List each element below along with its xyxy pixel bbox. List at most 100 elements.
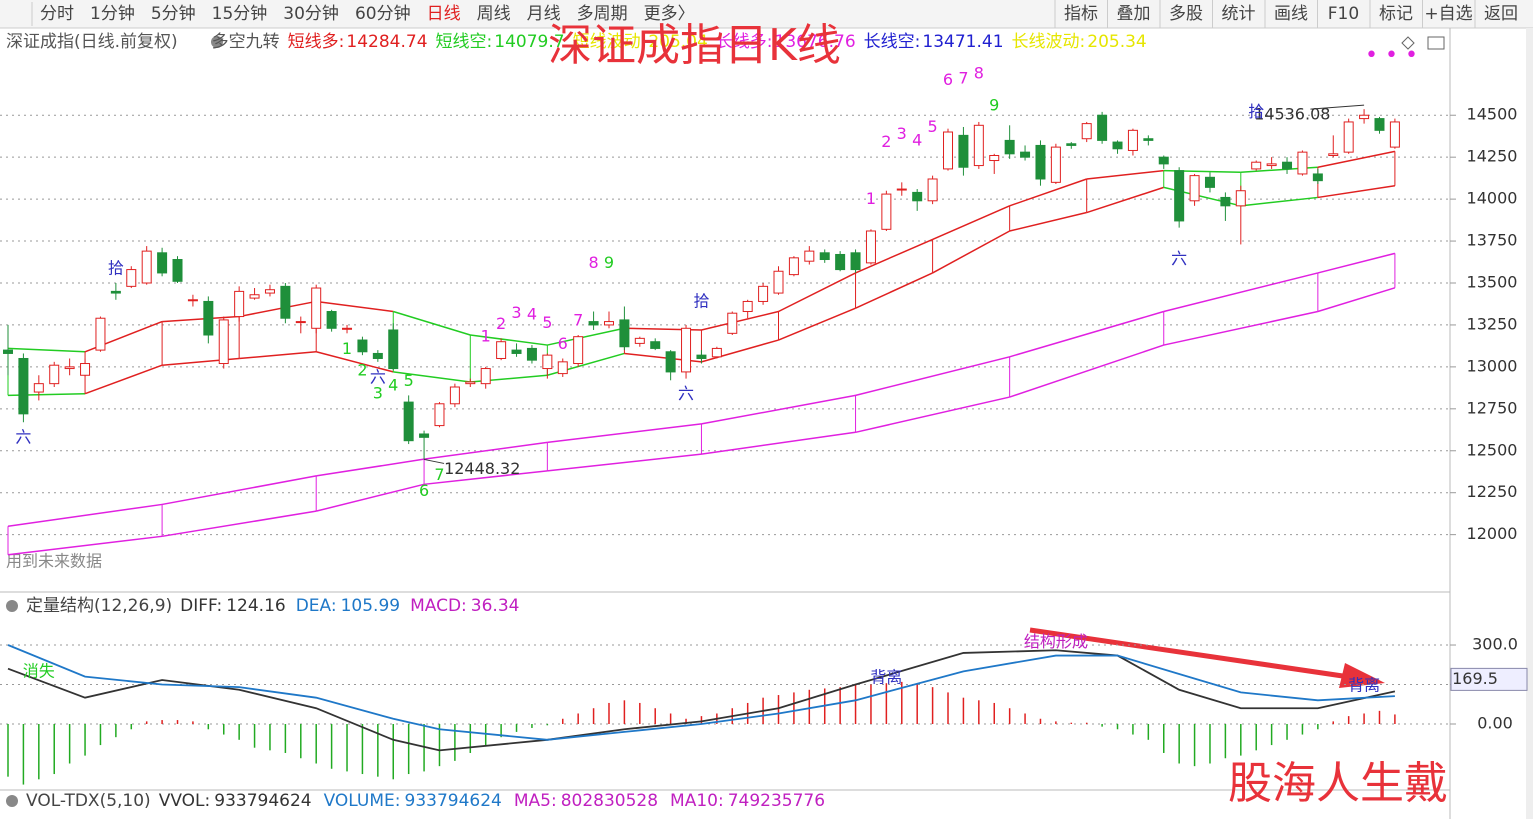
overlay-title: 深证成指日K线 <box>548 20 841 71</box>
sequence-signal: 拾 <box>693 292 709 311</box>
legend-label: MA5: <box>514 791 557 811</box>
toolbar-item[interactable]: 多周期 <box>577 4 628 24</box>
short-band-edge <box>239 300 317 318</box>
sequence-signal: 六 <box>1171 249 1187 268</box>
toolbar-item[interactable]: 分时 <box>40 4 74 24</box>
sequence-signal: 4 <box>527 305 537 324</box>
toolbar-item[interactable]: 15分钟 <box>212 4 268 24</box>
candle-body <box>1035 144 1046 180</box>
legend-value: 13471.41 <box>922 32 1003 52</box>
toolbar-button[interactable]: 多股 <box>1169 4 1203 24</box>
indicator-icon[interactable] <box>211 36 223 48</box>
macd-title: 定量结构(12,26,9) <box>26 596 172 616</box>
candle-body <box>419 433 430 438</box>
candle-body <box>1097 114 1108 141</box>
candle-body <box>403 401 414 442</box>
toolbar-button[interactable]: F10 <box>1328 4 1359 24</box>
candle-body <box>449 386 460 405</box>
candle-body <box>881 193 892 230</box>
sequence-signal: 拾 <box>108 258 124 277</box>
sequence-signal: 7 <box>958 68 968 87</box>
arrow-head <box>1339 663 1385 688</box>
toolbar-item[interactable]: 周线 <box>477 4 511 24</box>
y-tick-label: 13750 <box>1467 231 1518 250</box>
collapse-icon[interactable] <box>6 795 18 807</box>
candle-body <box>603 321 614 326</box>
toolbar-item[interactable]: 30分钟 <box>283 4 339 24</box>
candle-body <box>49 364 60 385</box>
candle-body <box>388 329 399 370</box>
macd-annotation: 背离 <box>1348 675 1380 694</box>
toolbar-bg <box>0 0 1533 28</box>
legend-label: VVOL: <box>159 791 211 811</box>
sequence-signal: 7 <box>573 311 583 330</box>
y-tick-label: 13000 <box>1467 356 1518 375</box>
candle-body <box>1158 156 1169 165</box>
toolbar-button[interactable]: 指标 <box>1064 4 1098 24</box>
candle-body <box>1374 118 1385 131</box>
candle-body <box>480 368 491 385</box>
candle-body <box>64 366 75 370</box>
toolbar-button[interactable]: 标记 <box>1379 4 1413 24</box>
y-tick-label: 12500 <box>1467 440 1518 459</box>
legend-value: 933794624 <box>214 791 311 811</box>
candle-body <box>1020 151 1031 158</box>
sequence-signal: 5 <box>928 117 938 136</box>
candle-body <box>1389 121 1400 148</box>
candle-body <box>1204 176 1215 188</box>
candle-body <box>326 311 337 329</box>
diamond-icon[interactable] <box>1401 36 1415 50</box>
legend-label: MA10: <box>670 791 724 811</box>
long-band-edge <box>701 431 856 455</box>
toolbar-button[interactable]: 叠加 <box>1117 4 1151 24</box>
scrollbar[interactable] <box>1526 28 1533 819</box>
y-tick-label: 14250 <box>1467 147 1518 166</box>
short-band-edge <box>855 272 933 309</box>
toolbar-item[interactable]: 60分钟 <box>355 4 411 24</box>
panel-icon[interactable] <box>1427 36 1445 50</box>
candle-body <box>1282 161 1293 170</box>
toolbar-item[interactable]: 更多〉 <box>644 4 695 24</box>
toolbar-item[interactable]: 日线 <box>427 4 461 24</box>
arrow-shaft <box>1029 627 1371 683</box>
toolbar-item[interactable]: 1分钟 <box>90 4 135 24</box>
macd-annotation: 消失 <box>23 661 55 680</box>
candle-body <box>280 285 291 319</box>
candle-body <box>896 188 907 191</box>
sequence-signal: 8 <box>974 63 984 82</box>
candle-body <box>665 351 676 373</box>
toolbar-item[interactable]: 月线 <box>527 4 561 24</box>
candle-body <box>1174 170 1185 222</box>
candle-body <box>203 300 214 336</box>
candle-body <box>3 349 13 354</box>
long-band-edge <box>161 475 317 506</box>
sequence-signal: 6 <box>419 481 429 500</box>
candle-body <box>1127 129 1138 151</box>
sequence-signal: 4 <box>388 376 398 395</box>
toolbar-item[interactable]: 5分钟 <box>151 4 196 24</box>
candle-body <box>927 178 938 202</box>
toolbar-button[interactable]: 统计 <box>1222 4 1256 24</box>
candle-body <box>588 321 599 326</box>
indicator-name: 多空九转 <box>212 32 280 52</box>
toolbar-button[interactable]: 画线 <box>1274 4 1308 24</box>
candle-body <box>835 253 846 271</box>
legend-label: 长线空: <box>864 32 921 52</box>
candle-body <box>1235 190 1246 207</box>
macd-annotation: 背离 <box>870 667 902 686</box>
legend-label: 短线波动: <box>573 32 647 52</box>
toolbar-button[interactable]: 返回 <box>1484 4 1518 24</box>
sequence-signal: 9 <box>604 253 614 272</box>
collapse-icon[interactable] <box>6 600 18 612</box>
candle-body <box>542 354 553 370</box>
candle-body <box>157 252 168 274</box>
legend-value: 105.99 <box>341 596 400 616</box>
sequence-signal: 7 <box>434 465 444 484</box>
candle-body <box>1112 141 1123 150</box>
toolbar-button[interactable]: +自选 <box>1424 4 1472 24</box>
short-band-edge <box>1317 185 1396 199</box>
candle-body <box>1004 139 1015 155</box>
candle-body <box>727 312 738 334</box>
short-band-edge <box>855 238 933 274</box>
legend-value: 802830528 <box>561 791 658 811</box>
